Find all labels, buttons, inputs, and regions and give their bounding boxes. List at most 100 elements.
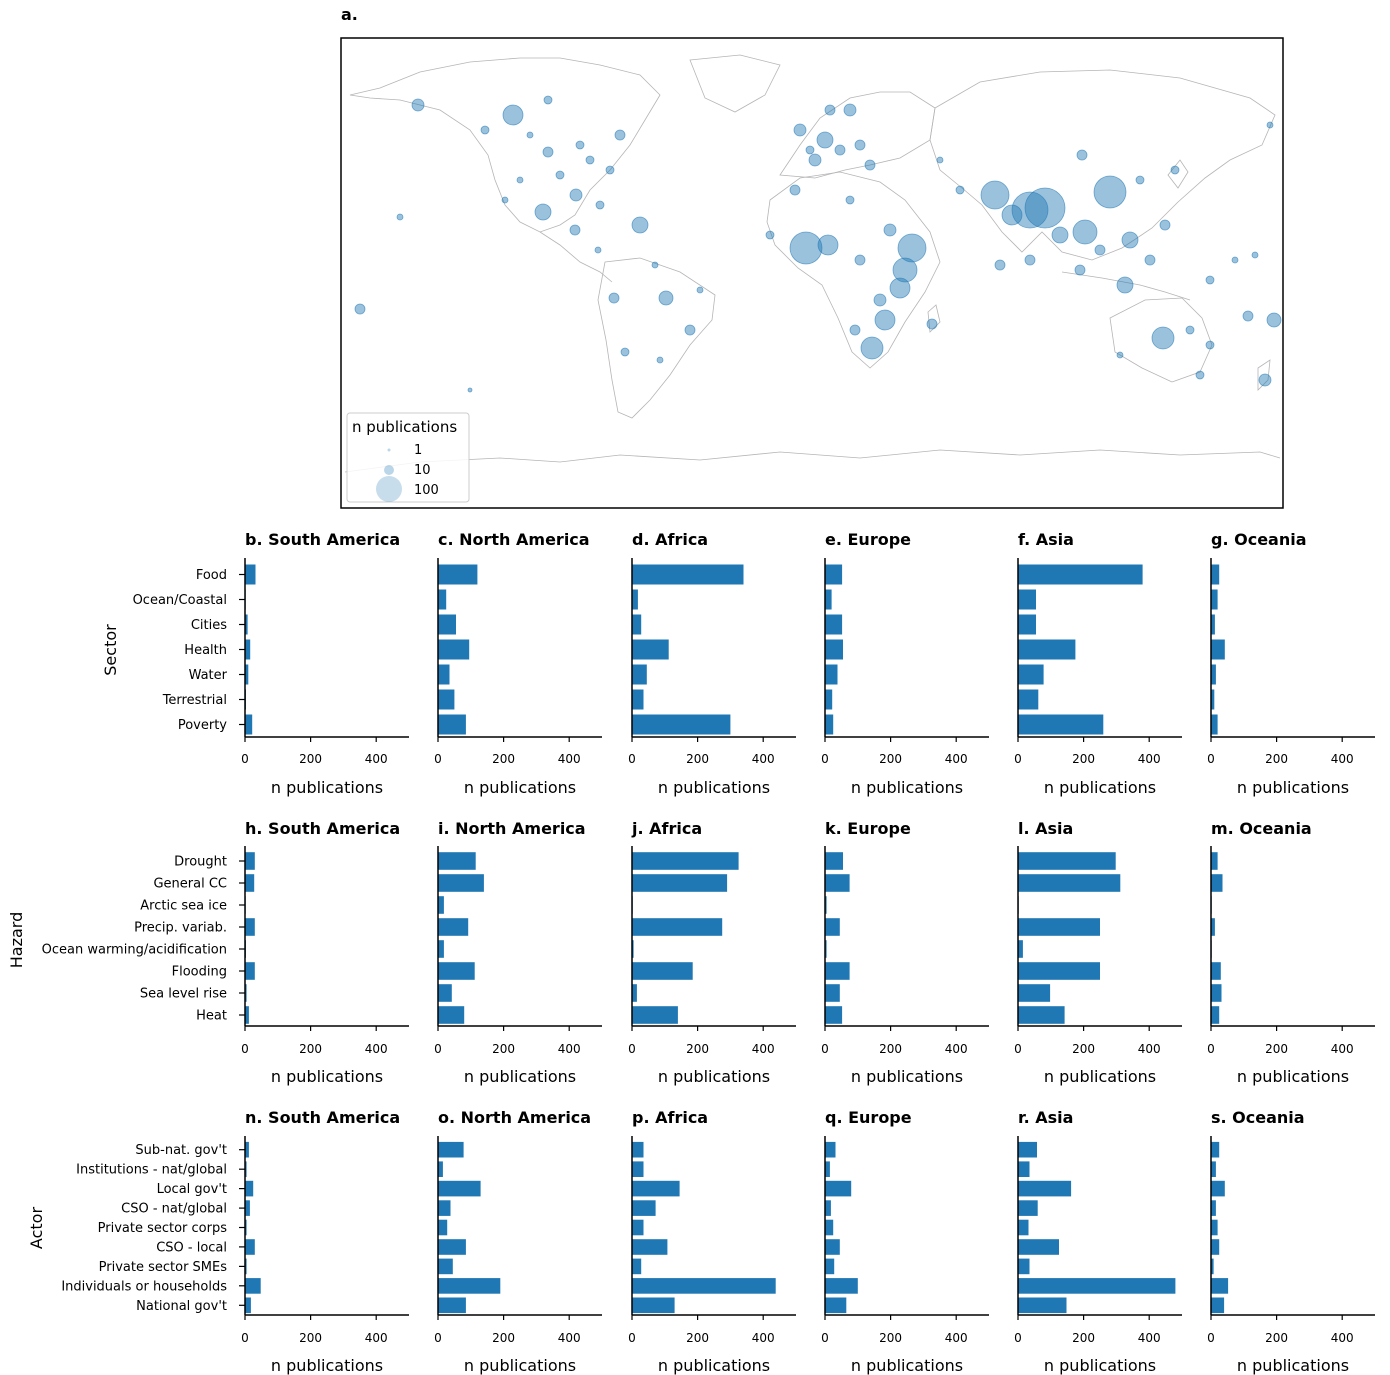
bar	[1211, 852, 1218, 870]
x-tick-label: 0	[434, 1042, 442, 1056]
bar	[825, 1278, 858, 1294]
bar	[245, 614, 248, 635]
bar	[1211, 918, 1215, 936]
x-axis-label: n publications	[851, 778, 963, 797]
bar	[825, 1200, 831, 1216]
x-tick-label: 0	[628, 752, 636, 766]
bar	[245, 1161, 247, 1177]
bar	[245, 962, 255, 980]
bar	[825, 1161, 830, 1177]
bar	[1211, 1180, 1225, 1197]
bar	[1211, 874, 1223, 892]
bar	[1211, 664, 1216, 685]
publication-bubble	[824, 104, 836, 116]
x-tick-label: 200	[299, 1331, 322, 1345]
bar	[1018, 714, 1104, 735]
bar	[245, 564, 256, 585]
publication-bubble	[854, 139, 866, 151]
x-tick-label: 200	[1265, 752, 1288, 766]
x-tick-label: 200	[299, 1042, 322, 1056]
x-tick-label: 0	[1207, 1042, 1215, 1056]
bar	[1211, 689, 1215, 710]
x-tick-label: 200	[492, 1331, 515, 1345]
bar	[1018, 589, 1036, 610]
x-tick-label: 0	[1207, 752, 1215, 766]
panel-title: m. Oceania	[1211, 819, 1312, 838]
panel-title: k. Europe	[825, 819, 911, 838]
publication-bubble	[864, 159, 876, 171]
x-axis-label: n publications	[1044, 1067, 1156, 1086]
bar	[825, 1141, 836, 1158]
bar	[438, 664, 450, 685]
bar	[245, 714, 253, 735]
publication-bubble	[1258, 373, 1272, 387]
bar-panel: p. Africa 0 200 400 n publications	[628, 1108, 796, 1375]
category-label: Local gov't	[157, 1182, 227, 1197]
category-label: National gov't	[136, 1299, 227, 1314]
publication-bubble	[526, 131, 534, 139]
panel-title: s. Oceania	[1211, 1108, 1305, 1127]
bar-panel: h. South America 0 200 400 n publications Dro…	[42, 819, 409, 1086]
publication-bubble	[656, 356, 664, 364]
publication-bubble	[658, 290, 674, 306]
map-panel-title: a.	[341, 5, 358, 24]
category-label: Precip. variab.	[134, 921, 227, 936]
bar	[1211, 1219, 1218, 1236]
x-tick-label: 200	[1265, 1042, 1288, 1056]
publication-bubble	[595, 200, 605, 210]
category-label: Food	[196, 568, 227, 583]
bar	[825, 874, 850, 892]
bar	[1018, 1161, 1030, 1177]
publication-bubble	[569, 224, 581, 236]
publication-bubble	[411, 98, 425, 112]
bar	[825, 1006, 843, 1024]
x-tick-label: 400	[365, 1331, 388, 1345]
bar	[1211, 1258, 1214, 1275]
category-label: Health	[184, 643, 227, 658]
bar	[632, 1180, 680, 1197]
publication-bubble	[1094, 244, 1106, 256]
x-tick-label: 0	[434, 752, 442, 766]
bar	[1018, 664, 1044, 685]
publication-bubble	[793, 123, 807, 137]
bar-panel: c. North America 0 200 400 n publications	[434, 530, 602, 797]
panel-title: r. Asia	[1018, 1108, 1073, 1127]
bar-panel: s. Oceania 0 200 400 n publications	[1207, 1108, 1375, 1375]
x-tick-label: 400	[558, 1042, 581, 1056]
publication-bubble	[789, 231, 823, 265]
publication-bubble	[620, 347, 630, 357]
x-tick-label: 400	[1331, 752, 1354, 766]
publication-bubble	[396, 213, 404, 221]
bar	[1018, 1006, 1065, 1024]
x-tick-label: 200	[686, 752, 709, 766]
publication-bubble	[892, 257, 918, 283]
bar-panel: n. South America 0 200 400 n publications Sub…	[61, 1108, 409, 1375]
bar	[632, 564, 744, 585]
publication-bubble	[1205, 275, 1215, 285]
bar	[1211, 962, 1221, 980]
bar	[632, 1200, 656, 1216]
bar	[1018, 852, 1116, 870]
bar	[1211, 639, 1225, 660]
bar	[1018, 1258, 1030, 1275]
x-tick-label: 0	[241, 1042, 249, 1056]
category-label: Ocean warming/acidification	[42, 943, 227, 958]
row-actor: Actor n. South America 0 200 400 n publicatio…	[27, 1108, 1375, 1375]
category-label: CSO - local	[156, 1240, 227, 1255]
bar	[825, 984, 840, 1002]
bar	[825, 1219, 834, 1236]
bar	[632, 714, 731, 735]
bar	[1211, 614, 1215, 635]
x-tick-label: 400	[558, 1331, 581, 1345]
publication-bubble	[534, 203, 552, 221]
bar	[1018, 1180, 1072, 1197]
bar	[632, 962, 693, 980]
x-axis-label: n publications	[271, 1067, 383, 1086]
publication-bubble	[480, 125, 490, 135]
publication-bubble	[543, 95, 553, 105]
bar	[438, 962, 475, 980]
publication-bubble	[542, 146, 554, 158]
publication-bubble	[1185, 325, 1195, 335]
x-tick-label: 200	[299, 752, 322, 766]
panel-title: f. Asia	[1018, 530, 1074, 549]
